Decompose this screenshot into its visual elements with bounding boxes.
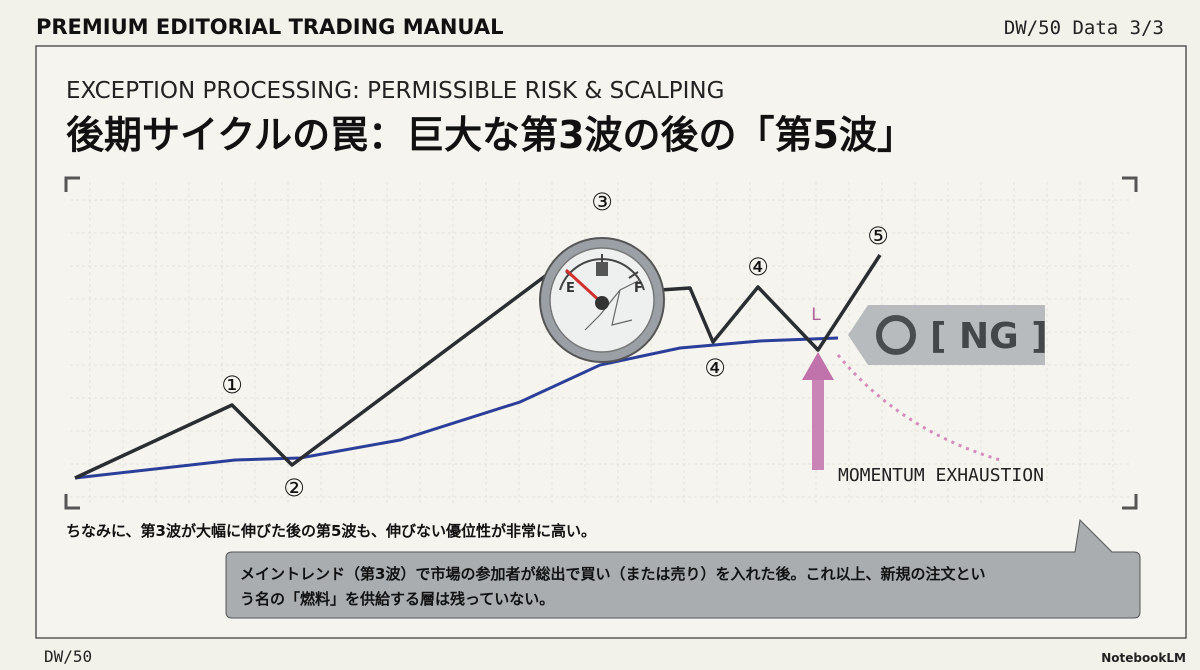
bracket: [64, 494, 80, 510]
corner-brackets: [64, 176, 1138, 510]
annotation: MOMENTUM EXHAUSTION: [838, 465, 1044, 486]
arrow-head: [802, 352, 834, 380]
gauge-cracks: [584, 279, 641, 331]
footer-left: DW/50: [44, 647, 92, 666]
note: ちなみに、第3波が大幅に伸びた後の第5波も、伸びない優位性が非常に高い。: [66, 522, 596, 540]
header-title: PREMIUM EDITORIAL TRADING MANUAL: [36, 15, 503, 39]
gauge-label: F: [634, 281, 643, 296]
wave-label: ②: [283, 474, 305, 502]
footer-brand: NotebookLM: [1101, 651, 1186, 665]
wave-label: ⑤: [867, 222, 889, 250]
ng-circle: [876, 315, 916, 355]
bracket: [1122, 494, 1138, 510]
wave-label: ③: [591, 188, 613, 216]
gauge: E F: [539, 237, 665, 363]
arrow-shaft: [812, 378, 824, 470]
header-page: DW/50 Data 3/3: [1004, 17, 1164, 39]
callout-line: メイントレンド（第3波）で市場の参加者が総出で買い（または売り）を入れた後。これ…: [240, 565, 985, 583]
wave-line: [74, 254, 882, 480]
bracket: [64, 176, 80, 192]
exhaustion-curve: [836, 354, 1001, 462]
wave-label: ④: [704, 354, 726, 382]
gauge-needle: [564, 268, 604, 305]
wave-label: ①: [221, 371, 243, 399]
fuel-icon: [596, 262, 608, 276]
slide-title: 後期サイクルの罠：巨大な第3波の後の「第5波」: [66, 113, 915, 157]
callout-box: [225, 518, 1141, 619]
ng-label: [ NG ]: [930, 316, 1048, 357]
wave-labels: ① ② ③ ④ ④ ⑤: [221, 188, 889, 502]
callout-line: う名の「燃料」を供給する層は残っていない。: [240, 590, 554, 608]
trend-line: [74, 336, 839, 480]
gauge-hub: [595, 296, 609, 310]
kicker: EXCEPTION PROCESSING: PERMISSIBLE RISK &…: [66, 78, 724, 104]
gauge-label: E: [566, 281, 575, 296]
bracket: [1122, 176, 1138, 192]
wave-label: ④: [747, 253, 769, 281]
low-label: L: [811, 305, 821, 325]
